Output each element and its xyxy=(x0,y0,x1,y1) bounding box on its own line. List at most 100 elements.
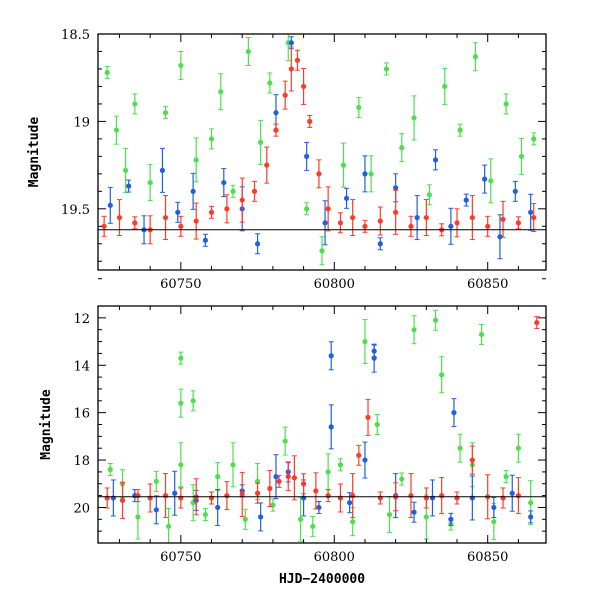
y-axis-label: Magnitude xyxy=(39,389,54,460)
data-point xyxy=(399,476,405,482)
data-point xyxy=(368,171,374,177)
data-point xyxy=(104,69,110,76)
data-point xyxy=(178,62,184,69)
data-point xyxy=(172,490,178,496)
data-point xyxy=(362,338,368,345)
data-point xyxy=(439,493,445,499)
data-point xyxy=(515,220,521,226)
data-point xyxy=(135,493,141,499)
data-point xyxy=(304,206,310,212)
x-axis-label: HJD−2400000 xyxy=(279,572,365,587)
data-point xyxy=(113,127,120,133)
data-point xyxy=(322,220,328,226)
data-point xyxy=(423,214,429,221)
data-point xyxy=(162,493,169,499)
x-tick-label: 60850 xyxy=(467,277,508,292)
data-point xyxy=(254,478,261,484)
data-point xyxy=(285,474,291,480)
bottom-panel: 60750 60800 60850 12 14 16 18 20 Magnitude HJD−24… xyxy=(39,305,547,587)
data-point xyxy=(426,192,432,198)
data-point xyxy=(190,398,196,404)
data-point xyxy=(463,197,469,203)
data-point xyxy=(362,457,368,463)
data-point xyxy=(319,248,325,254)
data-point xyxy=(347,500,353,506)
data-point xyxy=(126,183,132,189)
plot-area xyxy=(101,34,537,266)
data-point xyxy=(273,474,279,480)
data-point xyxy=(393,209,399,215)
data-point xyxy=(528,209,534,215)
data-point xyxy=(291,475,297,481)
data-point xyxy=(325,493,331,499)
data-point xyxy=(297,516,304,522)
data-point xyxy=(374,421,380,428)
data-point xyxy=(165,523,172,530)
data-point xyxy=(316,171,322,177)
data-point xyxy=(472,54,479,60)
y-tick-label: 19 xyxy=(73,115,90,130)
data-point xyxy=(503,101,509,107)
data-point xyxy=(162,110,169,116)
data-point xyxy=(178,462,184,468)
data-point xyxy=(534,319,540,326)
data-point xyxy=(528,500,534,506)
y-tick-label: 12 xyxy=(73,312,90,327)
data-point xyxy=(288,66,294,72)
data-point xyxy=(411,509,417,515)
data-point xyxy=(393,185,399,191)
data-point xyxy=(337,462,344,468)
data-point xyxy=(159,167,166,173)
data-point xyxy=(411,115,417,121)
data-point xyxy=(356,104,362,111)
data-point xyxy=(457,127,463,133)
data-point xyxy=(350,214,356,221)
data-point xyxy=(135,514,141,520)
data-point xyxy=(371,355,377,361)
data-point xyxy=(432,317,439,323)
data-point xyxy=(340,162,347,168)
data-point xyxy=(288,40,294,46)
data-point xyxy=(178,495,184,501)
data-point xyxy=(423,514,429,520)
data-point xyxy=(300,481,307,487)
y-tick-label: 18.5 xyxy=(61,28,90,43)
data-point xyxy=(251,188,258,194)
data-point xyxy=(193,157,199,163)
data-point xyxy=(515,493,521,499)
data-point xyxy=(362,223,368,229)
data-point xyxy=(273,110,279,116)
y-axis-label: Magnitude xyxy=(27,117,42,188)
data-point xyxy=(221,179,227,186)
data-point xyxy=(518,153,525,159)
data-point xyxy=(488,178,494,184)
data-point xyxy=(337,220,344,226)
data-point xyxy=(300,83,307,90)
data-point xyxy=(442,83,448,90)
data-point xyxy=(497,234,503,240)
data-point xyxy=(469,214,475,221)
y-tick-label: 18 xyxy=(73,454,90,469)
data-point xyxy=(119,497,126,503)
data-point xyxy=(258,139,264,145)
data-point xyxy=(116,214,123,221)
data-point xyxy=(469,495,475,501)
data-point xyxy=(451,410,457,416)
data-point xyxy=(101,223,107,229)
data-point xyxy=(230,188,236,194)
data-point xyxy=(178,223,184,229)
data-point xyxy=(377,495,383,501)
data-point xyxy=(282,92,288,98)
data-point xyxy=(515,445,521,451)
data-point xyxy=(325,206,331,212)
data-point xyxy=(343,195,350,201)
data-point xyxy=(491,519,497,525)
data-point xyxy=(432,157,439,163)
x-tick-label: 60750 xyxy=(160,550,201,565)
y-tick-label: 14 xyxy=(73,359,90,374)
y-tick-label: 20 xyxy=(73,501,90,516)
data-point xyxy=(193,218,199,224)
data-point xyxy=(132,220,138,226)
data-point xyxy=(310,523,316,530)
